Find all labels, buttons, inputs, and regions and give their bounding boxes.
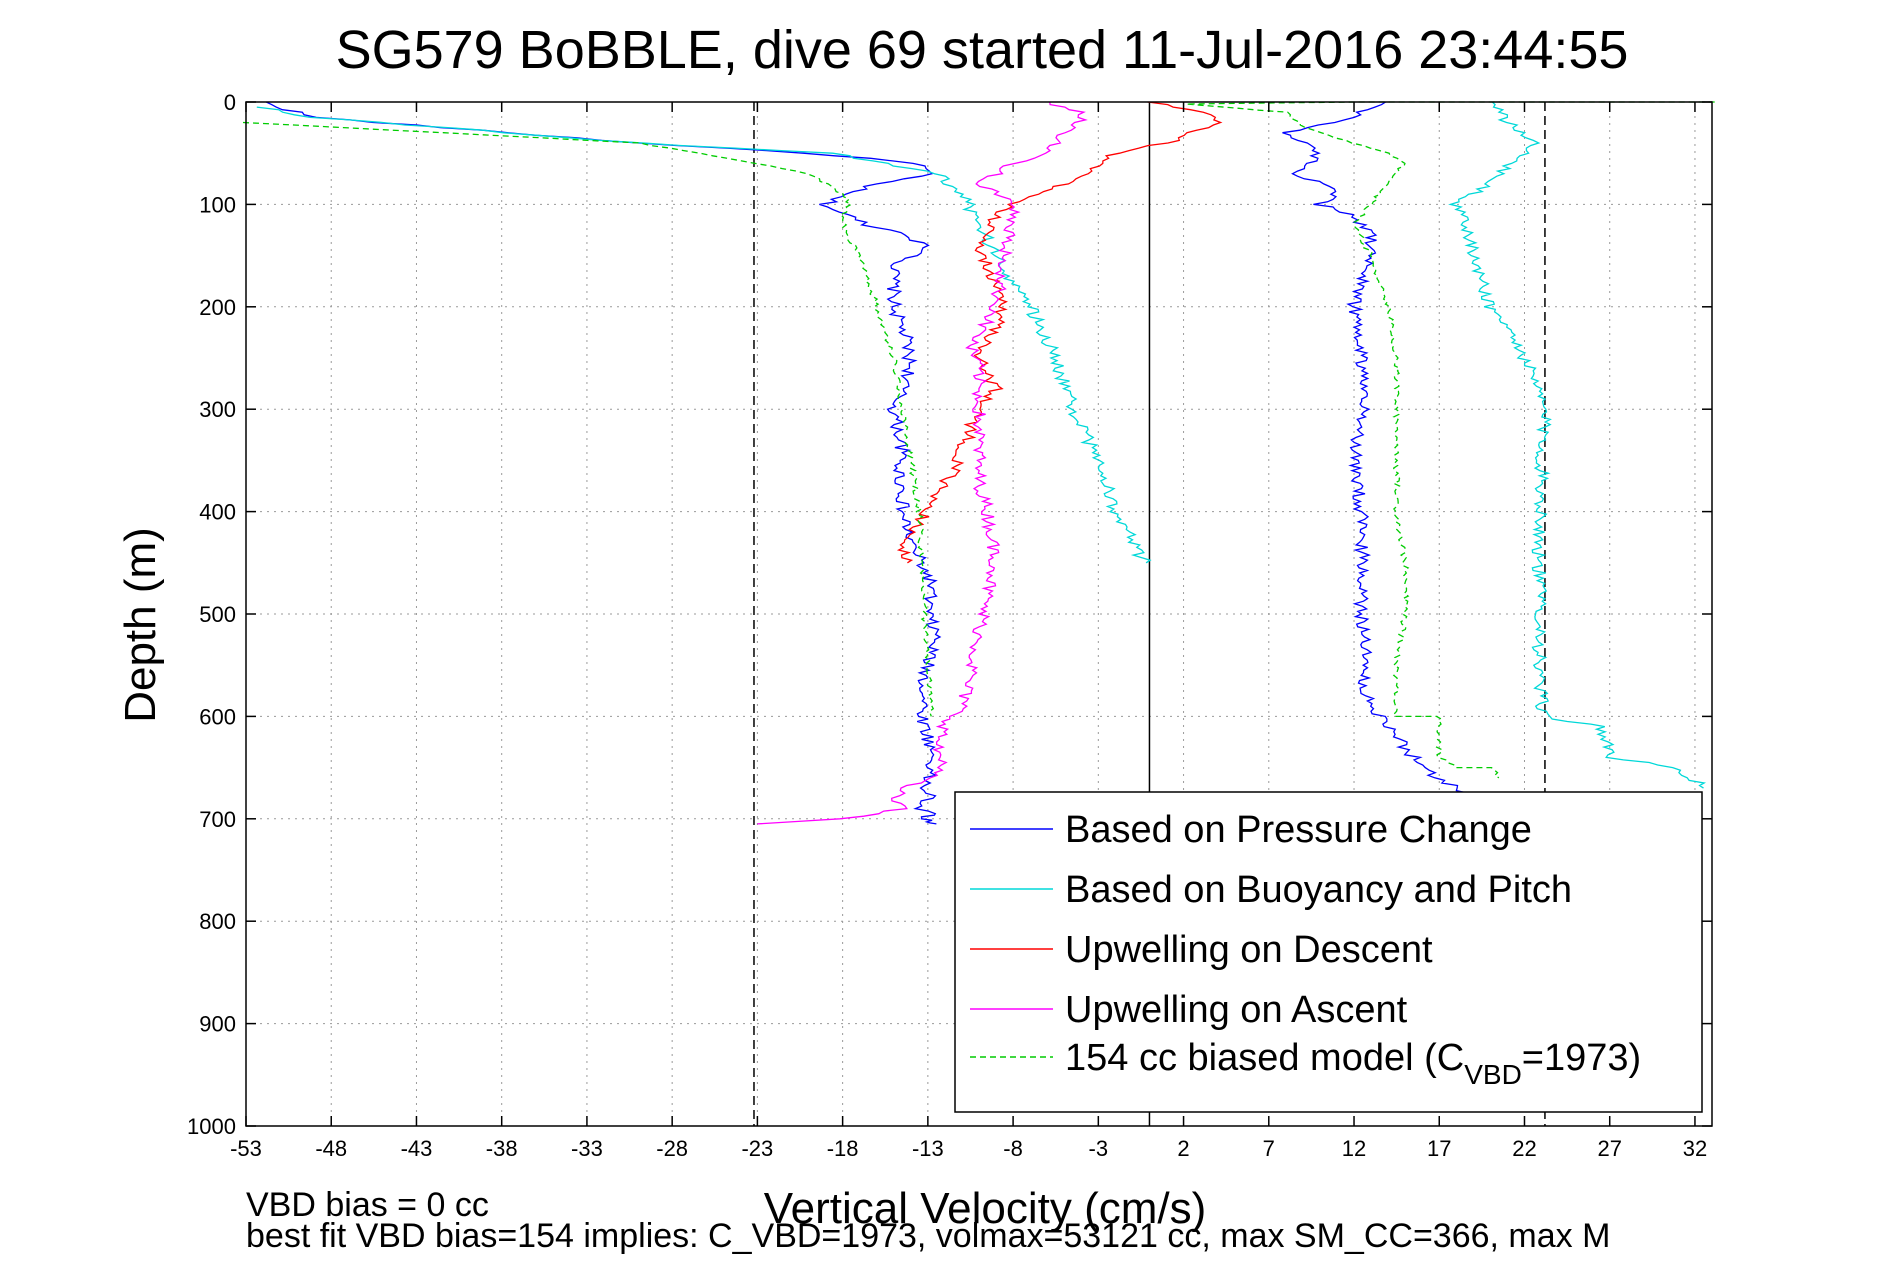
series-lines <box>242 101 1715 825</box>
x-tick-label: 17 <box>1427 1136 1451 1161</box>
y-tick-label: 1000 <box>187 1114 236 1139</box>
series-line-4 <box>242 121 935 717</box>
x-tick-label: -48 <box>315 1136 347 1161</box>
legend-label: Based on Pressure Change <box>1065 809 1532 851</box>
legend-label: Upwelling on Descent <box>1065 929 1433 971</box>
chart-title: SG579 BoBBLE, dive 69 started 11-Jul-201… <box>336 20 1629 80</box>
x-tick-label: 27 <box>1597 1136 1621 1161</box>
x-tick-label: -18 <box>827 1136 859 1161</box>
series-line-0 <box>266 101 942 825</box>
x-tick-label: -53 <box>230 1136 262 1161</box>
legend-entry-2: Upwelling on Descent <box>1065 929 1433 971</box>
series-line-extra-0 <box>1282 101 1474 799</box>
series-line-2 <box>896 101 1223 564</box>
best-fit-note: best fit VBD bias=154 implies: C_VBD=197… <box>246 1217 1610 1255</box>
y-tick-label: 200 <box>199 295 236 320</box>
x-tick-label: 2 <box>1177 1136 1189 1161</box>
x-tick-label: -33 <box>571 1136 603 1161</box>
x-tick-label: -43 <box>401 1136 433 1161</box>
legend-label-tail: =1973) <box>1522 1037 1641 1079</box>
x-axis-label: Vertical Velocity (cm/s) <box>764 1184 1207 1233</box>
legend-entry-3: Upwelling on Ascent <box>1065 989 1408 1031</box>
legend-label: Based on Buoyancy and Pitch <box>1065 869 1572 911</box>
x-tick-label: 12 <box>1342 1136 1366 1161</box>
legend-box <box>954 791 1703 1113</box>
y-tick-label: 700 <box>199 807 236 832</box>
y-tick-label: 900 <box>199 1012 236 1037</box>
series-line-extra-2 <box>1186 101 1715 779</box>
y-tick-label: 800 <box>199 909 236 934</box>
y-tick-label: 600 <box>199 704 236 729</box>
y-tick-label: 400 <box>199 500 236 525</box>
vbd-bias-note: VBD bias = 0 cc <box>246 1186 489 1224</box>
grid <box>245 101 1712 1127</box>
legend-entry-4: 154 cc biased model (CVBD=1973) <box>1065 1037 1641 1090</box>
x-tick-label: 7 <box>1263 1136 1275 1161</box>
series-line-3 <box>757 101 1088 825</box>
x-tick-label: -8 <box>1003 1136 1023 1161</box>
x-tick-label: -38 <box>486 1136 518 1161</box>
y-tick-label: 500 <box>199 602 236 627</box>
x-tick-label: 22 <box>1512 1136 1536 1161</box>
y-tick-label: 300 <box>199 397 236 422</box>
legend-entry-0: Based on Pressure Change <box>1065 809 1532 851</box>
x-tick-label: -28 <box>656 1136 688 1161</box>
y-tick-label: 0 <box>224 90 236 115</box>
series-line-1 <box>256 106 1152 564</box>
y-axis-label: Depth (m) <box>116 527 165 723</box>
x-tick-label: -23 <box>741 1136 773 1161</box>
legend-entry-1: Based on Buoyancy and Pitch <box>1065 869 1572 911</box>
legend-label: 154 cc biased model (C <box>1065 1037 1464 1079</box>
x-tick-label: 32 <box>1683 1136 1707 1161</box>
legend-label: Upwelling on Ascent <box>1065 989 1408 1031</box>
x-axis-ticks: -53 -48 -43 -38 -33 -28 -23 -18 -13 -8 -3 2 7 12 17 22 2… <box>230 102 1707 1161</box>
y-tick-label: 100 <box>199 192 236 217</box>
y-axis-ticks: 0 100 200 300 400 500 600 700 800 900 1000 <box>187 90 1712 1139</box>
legend-label-subscript: VBD <box>1464 1059 1522 1090</box>
x-tick-label: -3 <box>1089 1136 1109 1161</box>
x-tick-label: -13 <box>912 1136 944 1161</box>
series-line-extra-1 <box>1448 101 1707 789</box>
legend: Based on Pressure Change Based on Buoyanc… <box>954 791 1703 1113</box>
